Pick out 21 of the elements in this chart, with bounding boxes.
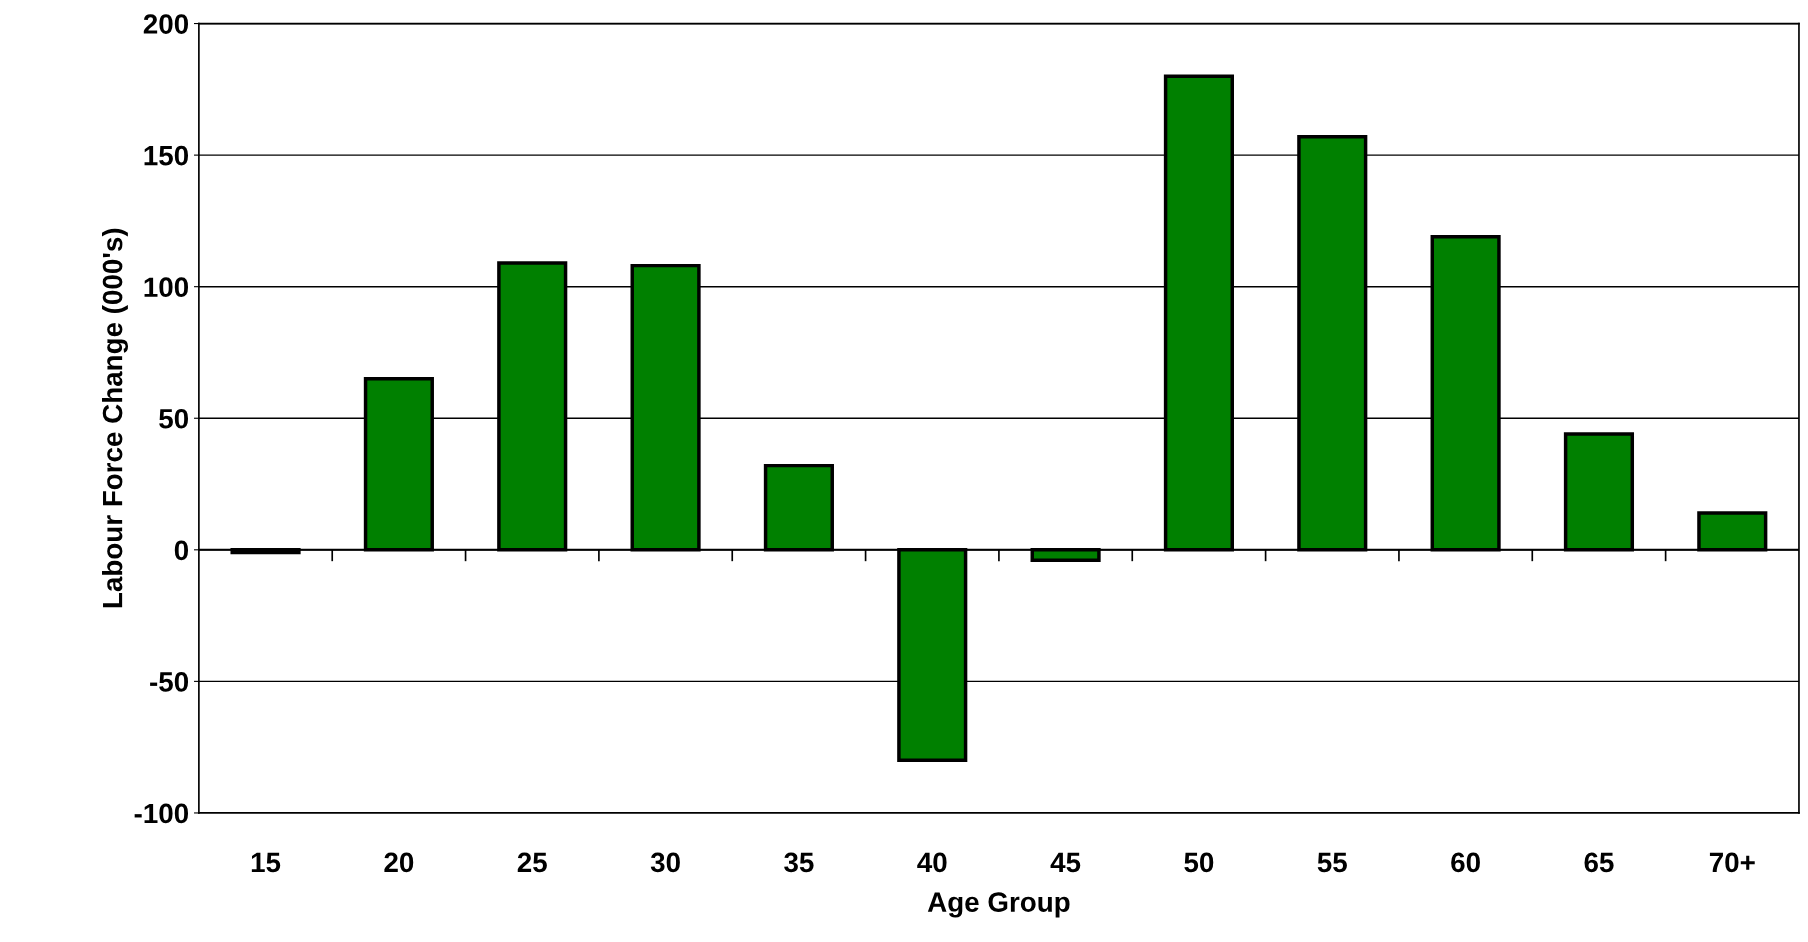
x-axis-title: Age Group <box>927 892 1070 918</box>
x-tick-label: 25 <box>517 852 547 873</box>
y-axis-title: Labour Force Change (000's) <box>102 228 129 608</box>
y-tick-label: 100 <box>144 277 189 298</box>
x-tick-label: 60 <box>1451 852 1480 873</box>
y-tick-label: -100 <box>134 803 189 824</box>
y-tick-label: -50 <box>150 672 189 692</box>
x-tick-label: 30 <box>650 852 680 873</box>
x-tick-label: 35 <box>784 852 814 873</box>
x-tick-label: 50 <box>1184 852 1214 873</box>
y-tick-label: 200 <box>143 14 189 34</box>
x-tick-label: 20 <box>384 852 414 873</box>
y-tick-label: 0 <box>174 540 189 561</box>
x-tick-label: 15 <box>251 852 281 873</box>
y-tick-label: 150 <box>144 145 189 166</box>
x-tick-label: 45 <box>1050 852 1081 873</box>
x-tick-label: 40 <box>917 852 947 873</box>
x-tick-label: 70+ <box>1709 852 1755 873</box>
x-tick-label: 55 <box>1317 852 1347 873</box>
x-tick-label: 65 <box>1584 852 1614 873</box>
y-tick-label: 50 <box>159 408 189 429</box>
